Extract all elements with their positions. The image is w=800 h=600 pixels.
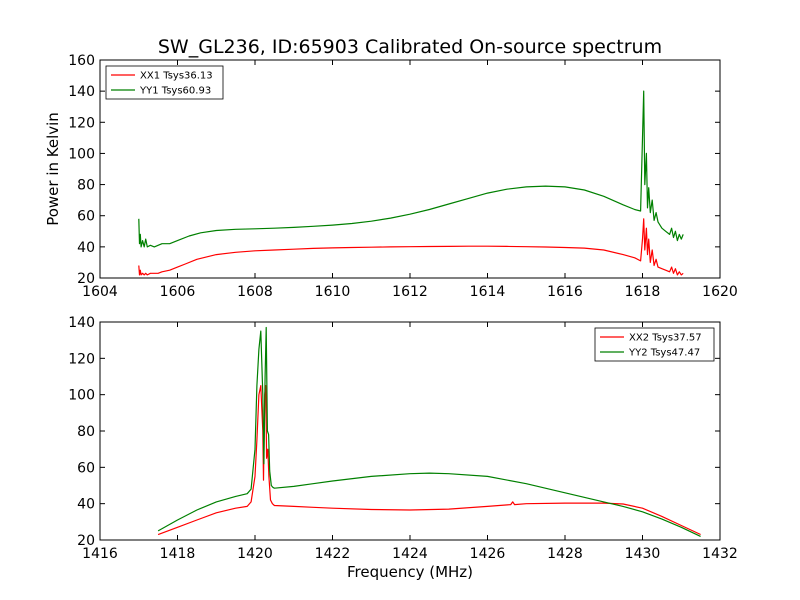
x-tick-label: 1430	[625, 546, 661, 562]
legend-entry: YY2 Tsys47.47	[628, 348, 700, 359]
x-tick-label: 1604	[82, 284, 118, 300]
y-tick-label: 40	[77, 497, 95, 513]
x-tick-label: 1610	[315, 284, 351, 300]
x-tick-label: 1420	[237, 546, 273, 562]
series-line-1	[157, 385, 701, 536]
y-tick-label: 140	[68, 84, 95, 100]
x-tick-label: 1606	[160, 284, 196, 300]
x-tick-label: 1620	[702, 284, 738, 300]
y-tick-label: 120	[68, 115, 95, 131]
y-tick-label: 80	[77, 424, 95, 440]
y-tick-label: 20	[77, 271, 95, 287]
y-tick-label: 20	[77, 533, 95, 549]
x-tick-label: 1612	[392, 284, 428, 300]
legend-entry: YY1 Tsys60.93	[139, 86, 211, 97]
y-tick-label: 100	[68, 388, 95, 404]
top-plot: 1604 1606 1608 1610 1612 1614 1616 1618 1620 20 40…	[68, 53, 738, 300]
legend-entry: XX2 Tsys37.57	[629, 333, 702, 344]
legend-entry: XX1 Tsys36.13	[140, 71, 213, 82]
top-y-axis-label: Power in Kelvin	[44, 112, 62, 226]
y-tick-label: 60	[77, 209, 95, 225]
y-tick-label: 120	[68, 351, 95, 367]
x-tick-label: 1416	[82, 546, 118, 562]
bottom-x-axis-label: Frequency (MHz)	[347, 563, 473, 581]
bottom-plot: 1416 1418 1420 1422 1424 1426 1428 1430 1432 20 40…	[68, 315, 738, 562]
x-tick-label: 1618	[625, 284, 661, 300]
legend-box	[594, 327, 715, 362]
x-tick-label: 1608	[237, 284, 273, 300]
x-tick-label: 1422	[315, 546, 351, 562]
y-tick-label: 40	[77, 240, 95, 256]
x-tick-label: 1428	[547, 546, 583, 562]
y-tick-label: 100	[68, 146, 95, 162]
x-tick-label: 1614	[470, 284, 506, 300]
x-tick-label: 1426	[470, 546, 506, 562]
x-tick-label: 1616	[547, 284, 583, 300]
series-line-1	[138, 218, 684, 276]
series-line-2	[157, 326, 701, 537]
y-tick-label: 80	[77, 178, 95, 194]
y-tick-label: 160	[68, 53, 95, 69]
y-tick-label: 60	[77, 460, 95, 476]
x-tick-label: 1418	[160, 546, 196, 562]
x-tick-label: 1424	[392, 546, 428, 562]
legend-box	[105, 65, 224, 100]
series-line-2	[138, 90, 684, 248]
x-tick-label: 1432	[702, 546, 738, 562]
chart-title: SW_GL236, ID:65903 Calibrated On-source …	[158, 36, 662, 58]
y-tick-label: 140	[68, 315, 95, 331]
